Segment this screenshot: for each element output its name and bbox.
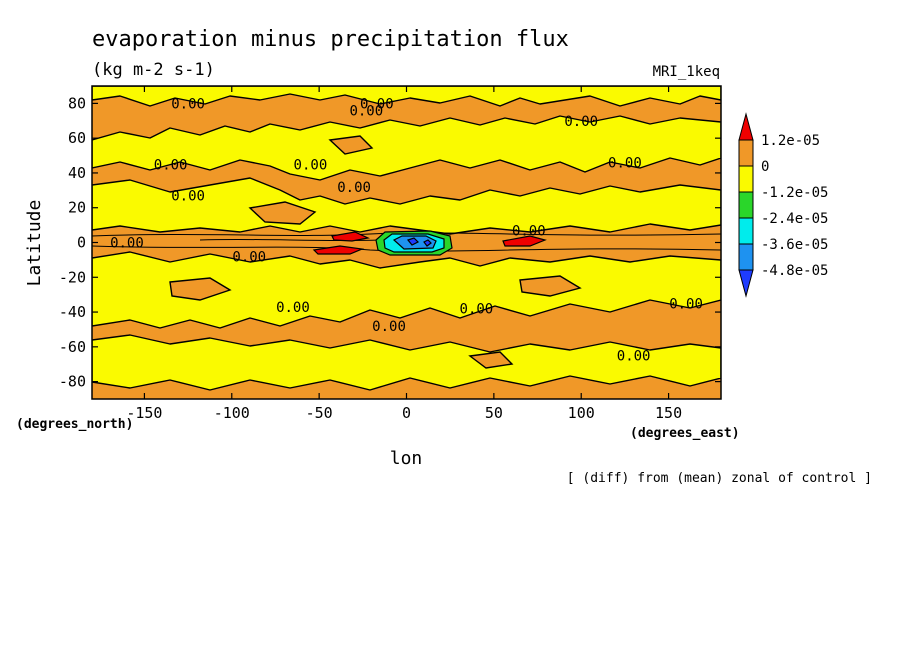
colorbar-swatch bbox=[738, 112, 754, 141]
chart-title: evaporation minus precipitation flux bbox=[92, 27, 569, 52]
y-tick-label: -40 bbox=[59, 303, 86, 321]
x-tick-label: -100 bbox=[214, 404, 250, 422]
y-tick-label: 20 bbox=[68, 199, 86, 217]
chart-units: (kg m-2 s-1) bbox=[92, 60, 215, 80]
contour-label: 0.00 bbox=[564, 114, 598, 130]
equatorial-contour-3 bbox=[199, 238, 381, 242]
contour-label: 0.00 bbox=[608, 156, 642, 172]
colorbar-label: 1.2e-05 bbox=[761, 133, 820, 149]
footnote: [ (diff) from (mean) zonal of control ] bbox=[567, 471, 872, 486]
x-tick-label: 150 bbox=[655, 404, 682, 422]
deep-blue-spots bbox=[406, 237, 432, 247]
contour-label: 0.00 bbox=[171, 189, 205, 205]
colorbar-label: -4.8e-05 bbox=[761, 263, 828, 279]
red-region-atlantic-south bbox=[312, 245, 365, 255]
orange-island-3 bbox=[519, 275, 582, 297]
model-label: MRI_1keq bbox=[653, 64, 720, 80]
x-units-label: (degrees_east) bbox=[630, 426, 740, 441]
colorbar-swatch bbox=[738, 269, 754, 298]
y-tick-label: -60 bbox=[59, 338, 86, 356]
x-axis: -150 -100 -50 0 50 100 150 bbox=[126, 86, 682, 422]
y-tick-label: 60 bbox=[68, 129, 86, 147]
yellow-region-south-subtropics bbox=[92, 251, 721, 329]
contour-label: 0.00 bbox=[349, 103, 383, 119]
x-tick-label: 100 bbox=[568, 404, 595, 422]
equatorial-contour-2 bbox=[92, 245, 721, 252]
colorbar-swatch bbox=[738, 243, 754, 271]
contour-label: 0.00 bbox=[372, 319, 406, 335]
x-tick-label: 50 bbox=[485, 404, 503, 422]
yellow-region-north-subtropics bbox=[92, 177, 721, 235]
colorbar-swatch bbox=[738, 139, 754, 167]
colorbar-label: -3.6e-05 bbox=[761, 237, 828, 253]
red-region-indian bbox=[502, 235, 547, 247]
contour-label: 0.00 bbox=[171, 96, 205, 112]
yellow-region-north-polar bbox=[92, 86, 721, 107]
y-tick-label: -20 bbox=[59, 268, 86, 286]
contour-label: 0.00 bbox=[669, 296, 703, 312]
colorbar-label: 0 bbox=[761, 159, 769, 175]
x-tick-label: -50 bbox=[306, 404, 333, 422]
colorbar: 1.2e-05 0 -1.2e-05 -2.4e-05 -3.6e-05 -4.8e-05 bbox=[738, 112, 828, 298]
contour-label: 0.00 bbox=[360, 96, 394, 112]
y-tick-label: 0 bbox=[77, 234, 86, 252]
contour-label: 0.00 bbox=[110, 236, 144, 252]
contour-label: 0.00 bbox=[232, 249, 266, 265]
orange-island-4 bbox=[328, 135, 374, 155]
equatorial-contour-1 bbox=[92, 232, 721, 237]
yellow-region-south-midlat bbox=[92, 334, 721, 391]
contour-label: 0.00 bbox=[276, 300, 310, 316]
orange-island-1 bbox=[248, 201, 317, 225]
orange-island-5 bbox=[468, 351, 514, 369]
contour-label: 0.00 bbox=[617, 349, 651, 365]
plot-area bbox=[92, 86, 721, 399]
x-tick-label: 0 bbox=[402, 404, 411, 422]
contour-label: 0.00 bbox=[154, 157, 188, 173]
y-axis-title: Latitude bbox=[24, 200, 45, 287]
colorbar-swatch bbox=[738, 191, 754, 219]
contour-label: 0.00 bbox=[294, 157, 328, 173]
y-tick-label: -80 bbox=[59, 373, 86, 391]
yellow-region-north-midlat bbox=[92, 115, 721, 181]
colorbar-swatch bbox=[738, 217, 754, 245]
orange-island-2 bbox=[169, 277, 232, 301]
red-region-atlantic-north bbox=[331, 231, 370, 242]
y-tick-label: 80 bbox=[68, 94, 86, 112]
x-axis-title: lon bbox=[390, 448, 423, 469]
contour-label: 0.00 bbox=[512, 223, 546, 239]
x-tick-label: -150 bbox=[126, 404, 162, 422]
contour-label: 0.00 bbox=[460, 302, 494, 318]
colorbar-label: -2.4e-05 bbox=[761, 211, 828, 227]
y-axis: 80 60 40 20 0 -20 -40 -60 -80 bbox=[59, 94, 721, 391]
contour-labels: 0.00 0.000.000.000.00 0.000.000.000.000.00… bbox=[110, 96, 703, 364]
y-units-label: (degrees_north) bbox=[16, 417, 133, 432]
y-tick-label: 40 bbox=[68, 164, 86, 182]
colorbar-label: -1.2e-05 bbox=[761, 185, 828, 201]
colorbar-swatch bbox=[738, 165, 754, 193]
contour-label: 0.00 bbox=[337, 180, 371, 196]
